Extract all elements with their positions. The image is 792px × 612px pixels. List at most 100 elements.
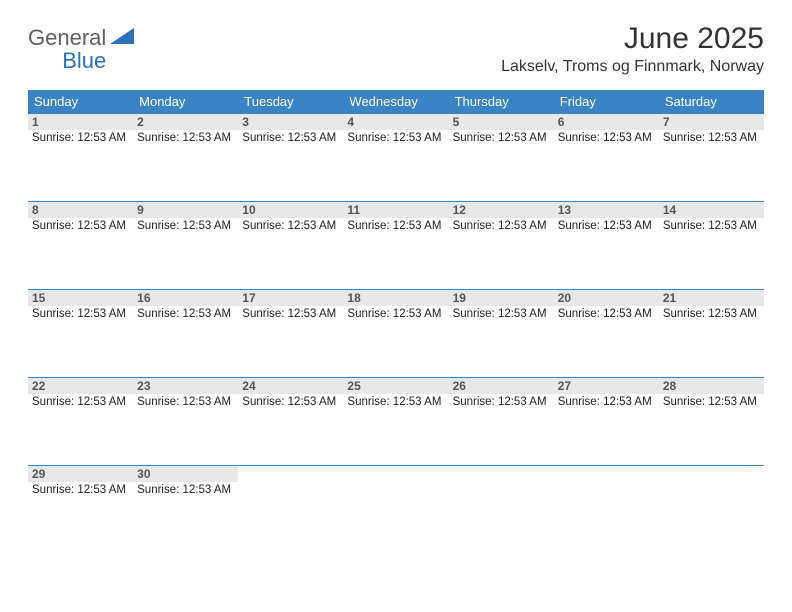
day-cell	[659, 466, 764, 553]
sunrise-text: Sunrise: 12:53 AM	[556, 308, 657, 320]
day-cell: 8Sunrise: 12:53 AM	[28, 202, 133, 289]
day-cell: 13 Sunrise: 12:53 AM	[554, 202, 659, 289]
dayname-saturday: Saturday	[659, 90, 764, 113]
day-cell: 4 Sunrise: 12:53 AM	[343, 114, 448, 201]
sunrise-text: Sunrise: 12:53 AM	[345, 220, 446, 232]
brand-logo: General Blue	[28, 22, 138, 72]
sunrise-text: Sunrise: 12:53 AM	[556, 220, 657, 232]
calendar-week: 22Sunrise: 12:53 AM23Sunrise: 12:53 AM24…	[28, 377, 764, 465]
sunrise-text: Sunrise: 12:53 AM	[30, 484, 131, 496]
day-number: 4	[343, 114, 448, 130]
day-cell: 9Sunrise: 12:53 AM	[133, 202, 238, 289]
day-number: 20	[554, 290, 659, 306]
sunrise-text: Sunrise: 12:53 AM	[556, 396, 657, 408]
day-number: 24	[238, 378, 343, 394]
sunrise-text: Sunrise: 12:53 AM	[661, 220, 762, 232]
day-number: 23	[133, 378, 238, 394]
page-header: General Blue June 2025 Lakselv, Troms og…	[28, 22, 764, 76]
sunrise-text: Sunrise: 12:53 AM	[661, 132, 762, 144]
weeks-container: 1Sunrise: 12:53 AM2Sunrise: 12:53 AM3Sun…	[28, 113, 764, 553]
dayname-wednesday: Wednesday	[343, 90, 448, 113]
day-number: 26	[449, 378, 554, 394]
calendar-week: 1Sunrise: 12:53 AM2Sunrise: 12:53 AM3Sun…	[28, 113, 764, 201]
sunrise-text: Sunrise: 12:53 AM	[240, 308, 341, 320]
day-cell	[554, 466, 659, 553]
day-number: 2	[133, 114, 238, 130]
sunrise-text: Sunrise: 12:53 AM	[135, 220, 236, 232]
sunrise-text: Sunrise: 12:53 AM	[661, 396, 762, 408]
day-number: 18	[343, 290, 448, 306]
sunrise-text: Sunrise: 12:53 AM	[345, 396, 446, 408]
day-cell: 24 Sunrise: 12:53 AM	[238, 378, 343, 465]
day-number: 1	[28, 114, 133, 130]
month-title: June 2025	[501, 22, 764, 56]
day-cell: 27 Sunrise: 12:53 AM	[554, 378, 659, 465]
day-cell: 14Sunrise: 12:53 AM	[659, 202, 764, 289]
sunrise-text: Sunrise: 12:53 AM	[240, 132, 341, 144]
dayname-header-row: Sunday Monday Tuesday Wednesday Thursday…	[28, 90, 764, 113]
day-cell: 5Sunrise: 12:53 AM	[449, 114, 554, 201]
day-cell: 26 Sunrise: 12:53 AM	[449, 378, 554, 465]
day-number: 3	[238, 114, 343, 130]
sunrise-text: Sunrise: 12:53 AM	[30, 308, 131, 320]
day-cell	[238, 466, 343, 553]
day-cell: 23 Sunrise: 12:53 AM	[133, 378, 238, 465]
day-number: 8	[28, 202, 133, 218]
dayname-friday: Friday	[554, 90, 659, 113]
day-number: 16	[133, 290, 238, 306]
day-cell: 29 Sunrise: 12:53 AM	[28, 466, 133, 553]
sunrise-text: Sunrise: 12:53 AM	[451, 308, 552, 320]
dayname-sunday: Sunday	[28, 90, 133, 113]
day-cell: 7 Sunrise: 12:53 AM	[659, 114, 764, 201]
sunrise-text: Sunrise: 12:53 AM	[135, 308, 236, 320]
day-cell: 19 Sunrise: 12:53 AM	[449, 290, 554, 377]
dayname-tuesday: Tuesday	[238, 90, 343, 113]
day-cell: 21 Sunrise: 12:53 AM	[659, 290, 764, 377]
sunrise-text: Sunrise: 12:53 AM	[30, 132, 131, 144]
calendar-week: 15Sunrise: 12:53 AM16Sunrise: 12:53 AM17…	[28, 289, 764, 377]
day-number: 27	[554, 378, 659, 394]
sunrise-text: Sunrise: 12:53 AM	[661, 308, 762, 320]
day-cell: 1 Sunrise: 12:53 AM	[28, 114, 133, 201]
day-number: 29	[28, 466, 133, 482]
calendar-week: 8Sunrise: 12:53 AM9Sunrise: 12:53 AM10Su…	[28, 201, 764, 289]
brand-triangle-icon	[110, 26, 138, 48]
day-cell: 6 Sunrise: 12:53 AM	[554, 114, 659, 201]
day-cell	[343, 466, 448, 553]
title-block: June 2025 Lakselv, Troms og Finnmark, No…	[501, 22, 764, 76]
day-number: 11	[343, 202, 448, 218]
day-cell: 3 Sunrise: 12:53 AM	[238, 114, 343, 201]
day-cell: 15 Sunrise: 12:53 AM	[28, 290, 133, 377]
day-number: 15	[28, 290, 133, 306]
day-cell	[449, 466, 554, 553]
sunrise-text: Sunrise: 12:53 AM	[451, 132, 552, 144]
day-cell: 25 Sunrise: 12:53 AM	[343, 378, 448, 465]
day-number: 13	[554, 202, 659, 218]
day-number: 22	[28, 378, 133, 394]
day-number: 6	[554, 114, 659, 130]
day-cell: 20 Sunrise: 12:53 AM	[554, 290, 659, 377]
day-cell: 28 Sunrise: 12:53 AM	[659, 378, 764, 465]
sunrise-text: Sunrise: 12:53 AM	[135, 132, 236, 144]
sunrise-text: Sunrise: 12:53 AM	[345, 132, 446, 144]
day-number: 7	[659, 114, 764, 130]
day-number: 19	[449, 290, 554, 306]
sunrise-text: Sunrise: 12:53 AM	[556, 132, 657, 144]
dayname-monday: Monday	[133, 90, 238, 113]
sunrise-text: Sunrise: 12:53 AM	[240, 396, 341, 408]
day-cell: 10Sunrise: 12:53 AM	[238, 202, 343, 289]
day-cell: 30Sunrise: 12:53 AM	[133, 466, 238, 553]
day-number: 28	[659, 378, 764, 394]
location-subtitle: Lakselv, Troms og Finnmark, Norway	[501, 58, 764, 76]
day-cell: 22Sunrise: 12:53 AM	[28, 378, 133, 465]
day-cell: 18Sunrise: 12:53 AM	[343, 290, 448, 377]
day-cell: 16 Sunrise: 12:53 AM	[133, 290, 238, 377]
sunrise-text: Sunrise: 12:53 AM	[451, 396, 552, 408]
brand-text: General Blue	[28, 26, 106, 72]
day-cell: 11 Sunrise: 12:53 AM	[343, 202, 448, 289]
day-number: 25	[343, 378, 448, 394]
sunrise-text: Sunrise: 12:53 AM	[135, 396, 236, 408]
day-number: 17	[238, 290, 343, 306]
day-number: 21	[659, 290, 764, 306]
calendar: Sunday Monday Tuesday Wednesday Thursday…	[28, 90, 764, 553]
